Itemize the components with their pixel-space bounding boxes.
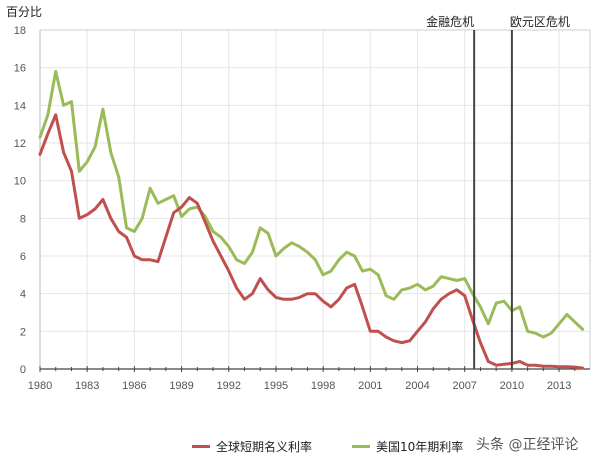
svg-text:1995: 1995: [264, 380, 288, 392]
svg-text:2013: 2013: [547, 380, 571, 392]
svg-text:1998: 1998: [311, 380, 335, 392]
legend-item-global-short-rate: 全球短期名义利率: [192, 438, 312, 455]
legend-item-us-10y-rate: 美国10年期利率: [352, 438, 463, 455]
legend-label: 全球短期名义利率: [216, 440, 313, 454]
svg-text:1989: 1989: [169, 380, 193, 392]
watermark: 头条 @正经评论: [476, 437, 579, 453]
svg-text:2: 2: [20, 326, 26, 338]
svg-text:14: 14: [14, 100, 26, 112]
eurozone-crisis-label: 欧元区危机: [509, 15, 570, 29]
legend-swatch-green: [352, 445, 370, 448]
svg-text:2010: 2010: [500, 380, 524, 392]
svg-text:2004: 2004: [405, 380, 429, 392]
svg-text:1986: 1986: [122, 380, 146, 392]
svg-text:0: 0: [20, 364, 26, 376]
svg-text:8: 8: [20, 213, 26, 225]
svg-text:2001: 2001: [358, 380, 382, 392]
financial-crisis-label: 金融危机: [426, 15, 475, 29]
svg-text:1980: 1980: [28, 380, 52, 392]
x-axis-ticks: 1980 1983 1986 1989 1992 1995 1998 2001 2004 2007…: [28, 366, 590, 392]
crisis-markers: [473, 30, 513, 369]
svg-text:6: 6: [20, 251, 26, 263]
svg-text:10: 10: [14, 176, 26, 188]
data-series: [38, 69, 585, 370]
y-axis-unit-label: 百分比: [6, 5, 43, 19]
svg-text:18: 18: [14, 25, 26, 37]
svg-text:16: 16: [14, 63, 26, 75]
svg-text:1992: 1992: [217, 380, 241, 392]
gridlines: [39, 29, 591, 369]
svg-text:4: 4: [20, 289, 26, 301]
svg-text:2007: 2007: [452, 380, 476, 392]
svg-text:1983: 1983: [75, 380, 99, 392]
legend-swatch-red: [192, 445, 210, 448]
legend-label: 美国10年期利率: [376, 440, 464, 454]
y-axis-ticks: 0 2 4 6 8 10 12 14 16 18: [14, 25, 26, 376]
svg-text:12: 12: [14, 138, 26, 150]
